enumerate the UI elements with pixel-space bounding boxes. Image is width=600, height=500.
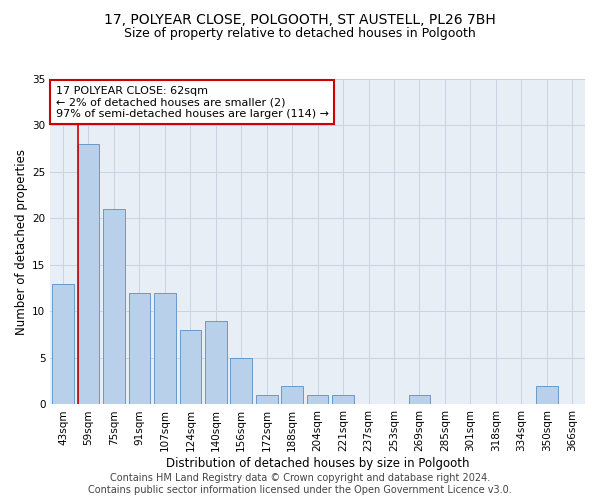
Bar	[179, 330, 201, 404]
Bar	[256, 395, 278, 404]
X-axis label: Distribution of detached houses by size in Polgooth: Distribution of detached houses by size …	[166, 457, 469, 470]
Bar	[281, 386, 303, 404]
Bar	[409, 395, 430, 404]
Bar	[332, 395, 354, 404]
Bar	[77, 144, 99, 405]
Y-axis label: Number of detached properties: Number of detached properties	[15, 148, 28, 334]
Bar	[52, 284, 74, 405]
Bar	[307, 395, 328, 404]
Text: Contains HM Land Registry data © Crown copyright and database right 2024.
Contai: Contains HM Land Registry data © Crown c…	[88, 474, 512, 495]
Bar	[154, 293, 176, 405]
Text: Size of property relative to detached houses in Polgooth: Size of property relative to detached ho…	[124, 28, 476, 40]
Bar	[536, 386, 557, 404]
Bar	[128, 293, 150, 405]
Text: 17, POLYEAR CLOSE, POLGOOTH, ST AUSTELL, PL26 7BH: 17, POLYEAR CLOSE, POLGOOTH, ST AUSTELL,…	[104, 12, 496, 26]
Bar	[103, 209, 125, 404]
Bar	[205, 321, 227, 404]
Text: 17 POLYEAR CLOSE: 62sqm
← 2% of detached houses are smaller (2)
97% of semi-deta: 17 POLYEAR CLOSE: 62sqm ← 2% of detached…	[56, 86, 329, 118]
Bar	[230, 358, 252, 405]
